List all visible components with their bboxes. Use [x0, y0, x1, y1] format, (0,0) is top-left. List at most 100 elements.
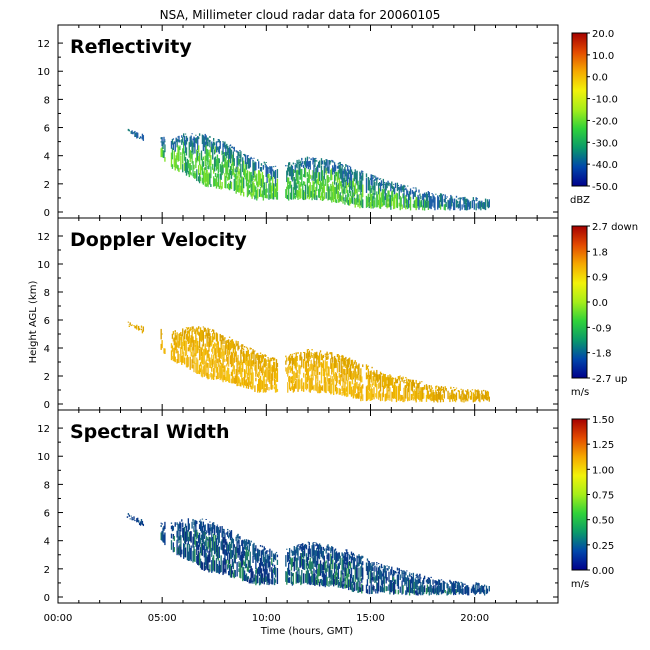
echo-cell — [378, 563, 380, 565]
echo-cell — [319, 560, 322, 576]
echo-cell — [455, 199, 458, 208]
echo-cell — [210, 335, 212, 346]
echo-cell — [224, 365, 226, 380]
echo-cell — [373, 370, 375, 381]
echo-cell — [288, 554, 290, 561]
echo-cell — [215, 332, 218, 342]
echo-cell — [423, 386, 425, 391]
echo-cell — [213, 168, 215, 174]
echo-cell — [293, 383, 295, 392]
colorbar-tick-label: 1.8 — [592, 247, 608, 258]
echo-cell — [408, 203, 411, 208]
echo-cell — [314, 158, 316, 168]
echo-cell — [294, 165, 296, 173]
echo-cell — [216, 166, 219, 170]
echo-cell — [132, 132, 134, 135]
echo-cell — [311, 185, 313, 201]
echo-cell — [210, 537, 212, 552]
echo-cell — [307, 548, 310, 561]
echo-cell — [386, 194, 388, 209]
echo-cell — [308, 375, 310, 392]
echo-cell — [206, 556, 208, 570]
echo-cell — [368, 197, 370, 209]
echo-cell — [196, 555, 198, 564]
echo-cell — [418, 394, 420, 400]
echo-cell — [327, 355, 329, 360]
echo-cell — [231, 537, 234, 544]
echo-cell — [427, 200, 430, 210]
echo-cell — [212, 346, 214, 354]
echo-cell — [219, 333, 221, 342]
echo-cell — [317, 381, 319, 394]
echo-cell — [265, 359, 267, 367]
echo-cell — [378, 391, 380, 400]
echo-cell — [362, 172, 364, 181]
echo-cell — [330, 352, 332, 355]
echo-cell — [171, 345, 174, 352]
echo-cell — [268, 173, 270, 183]
echo-cell — [383, 374, 385, 389]
x-axis-label: Time (hours, GMT) — [260, 626, 354, 637]
echo-cell — [196, 169, 198, 182]
echo-cell — [348, 381, 351, 395]
echo-cell — [226, 354, 228, 362]
echo-cell — [229, 340, 232, 343]
echo-cell — [333, 573, 335, 587]
echo-cell — [242, 344, 244, 347]
echo-cell — [336, 166, 339, 169]
echo-cell — [200, 347, 203, 357]
echo-cell — [477, 588, 479, 593]
echo-cell — [175, 155, 177, 169]
echo-cell — [300, 365, 302, 369]
echo-cell — [265, 379, 267, 393]
echo-cell — [184, 340, 187, 357]
echo-cell — [307, 368, 310, 381]
echo-cell — [356, 381, 358, 390]
echo-cell — [198, 370, 200, 374]
echo-cell — [323, 383, 325, 392]
echo-cell — [388, 566, 390, 570]
echo-cell — [348, 357, 351, 365]
echo-cell — [302, 543, 304, 558]
echo-cell — [390, 375, 392, 386]
echo-cell — [224, 358, 226, 362]
echo-cell — [350, 195, 353, 203]
echo-cell — [307, 349, 310, 351]
echo-cell — [239, 362, 241, 375]
echo-cell — [429, 579, 431, 593]
echo-cell — [442, 582, 445, 594]
echo-cell — [196, 540, 198, 556]
echo-cell — [298, 159, 300, 175]
echo-cell — [300, 181, 302, 187]
echo-cell — [431, 387, 433, 390]
echo-cell — [325, 159, 327, 166]
echo-cell — [204, 334, 206, 339]
echo-cell — [438, 196, 440, 208]
echo-cell — [230, 538, 233, 549]
echo-cell — [330, 169, 332, 181]
y-tick-label: 0 — [44, 208, 50, 219]
echo-cell — [453, 198, 456, 211]
echo-cell — [204, 549, 206, 565]
echo-cell — [225, 176, 227, 189]
echo-cell — [455, 581, 458, 583]
echo-cell — [196, 520, 198, 525]
echo-cell — [483, 584, 486, 587]
echo-cell — [396, 574, 399, 587]
echo-cell — [326, 548, 328, 551]
echo-cell — [246, 542, 249, 545]
echo-cell — [369, 383, 371, 388]
echo-cell — [431, 193, 433, 195]
echo-cell — [369, 371, 371, 380]
echo-cell — [398, 568, 400, 575]
echo-cell — [176, 164, 178, 169]
echo-cell — [374, 175, 376, 177]
echo-cell — [211, 560, 213, 573]
echo-cell — [333, 574, 336, 579]
echo-cell — [208, 172, 210, 185]
echo-cell — [247, 549, 250, 557]
echo-cell — [325, 167, 327, 175]
echo-cell — [348, 367, 351, 377]
echo-cell — [334, 548, 337, 551]
echo-cell — [354, 169, 356, 180]
